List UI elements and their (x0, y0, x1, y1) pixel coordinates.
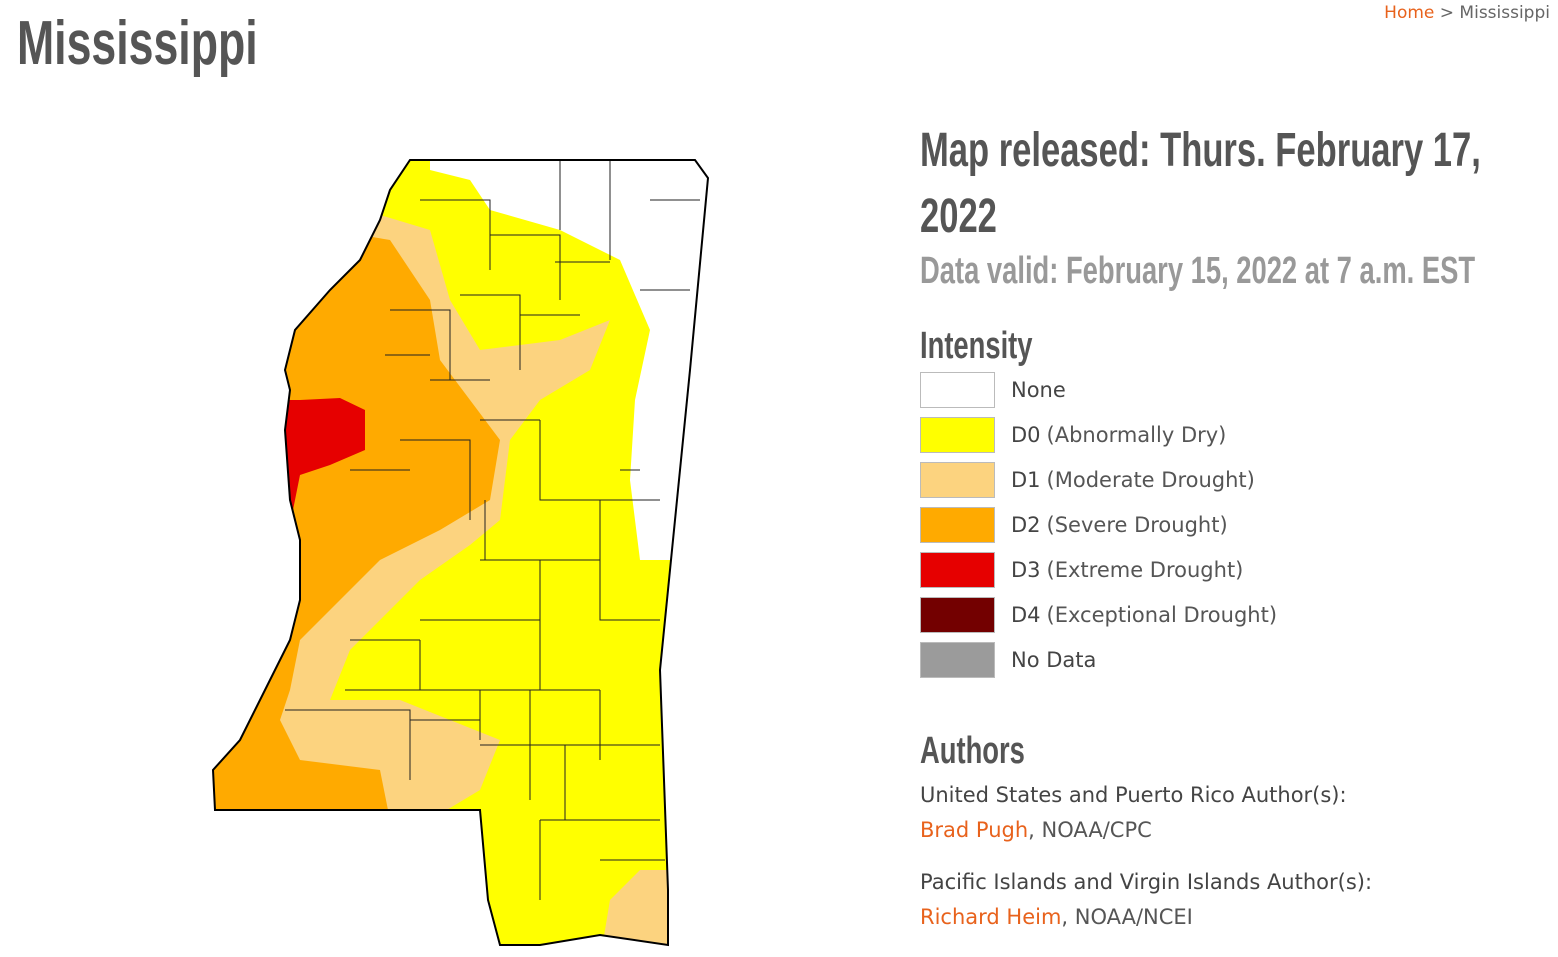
authors-title: Authors (920, 730, 1025, 772)
legend-label: (Severe Drought) (1046, 513, 1228, 537)
author-name[interactable]: Brad Pugh (920, 818, 1029, 842)
legend-title: Intensity (920, 325, 1033, 367)
legend-label: (Extreme Drought) (1046, 558, 1244, 582)
legend-item: D3 (Extreme Drought) (920, 552, 1243, 588)
breadcrumb-home[interactable]: Home (1384, 3, 1435, 23)
legend-swatch (920, 462, 995, 498)
legend-code: D3 (1011, 558, 1041, 582)
legend-swatch (920, 417, 995, 453)
legend-swatch (920, 597, 995, 633)
legend-item: D4 (Exceptional Drought) (920, 597, 1277, 633)
breadcrumb-separator: > (1439, 3, 1455, 23)
legend-item: D1 (Moderate Drought) (920, 462, 1255, 498)
legend-item: None (920, 372, 1072, 408)
legend-label: (Abnormally Dry) (1046, 423, 1227, 447)
legend-code: D0 (1011, 423, 1041, 447)
author-affiliation: , NOAA/CPC (1028, 818, 1152, 842)
none-area (430, 160, 708, 560)
author-name[interactable]: Richard Heim (920, 905, 1062, 929)
author-line: Brad Pugh, NOAA/CPC (920, 818, 1152, 842)
legend-swatch (920, 552, 995, 588)
legend-swatch (920, 507, 995, 543)
breadcrumb-current: Mississippi (1459, 3, 1550, 23)
legend-swatch (920, 372, 995, 408)
map-released: Map released: Thurs. February 17, 2022 (920, 124, 1481, 243)
legend-label: (Moderate Drought) (1046, 468, 1255, 492)
author-affiliation: , NOAA/NCEI (1061, 905, 1193, 929)
author-line: Richard Heim, NOAA/NCEI (920, 905, 1193, 929)
legend-label: (Exceptional Drought) (1046, 603, 1278, 627)
legend-item: D2 (Severe Drought) (920, 507, 1228, 543)
legend-item: D0 (Abnormally Dry) (920, 417, 1226, 453)
legend-code: D4 (1011, 603, 1041, 627)
drought-map (211, 159, 710, 947)
legend-code: None (1011, 378, 1066, 402)
author-heading: Pacific Islands and Virgin Islands Autho… (920, 870, 1373, 894)
legend-swatch (920, 642, 995, 678)
state-outline (211, 159, 710, 947)
legend-code: D1 (1011, 468, 1041, 492)
d3-area (275, 398, 365, 525)
data-valid: Data valid: February 15, 2022 at 7 a.m. … (920, 250, 1476, 292)
breadcrumb: Home > Mississippi (1384, 3, 1550, 23)
author-heading: United States and Puerto Rico Author(s): (920, 783, 1347, 807)
legend-item: No Data (920, 642, 1102, 678)
legend-code: No Data (1011, 648, 1097, 672)
page-title: Mississippi (17, 9, 258, 78)
county-lines (285, 160, 700, 900)
legend-code: D2 (1011, 513, 1041, 537)
